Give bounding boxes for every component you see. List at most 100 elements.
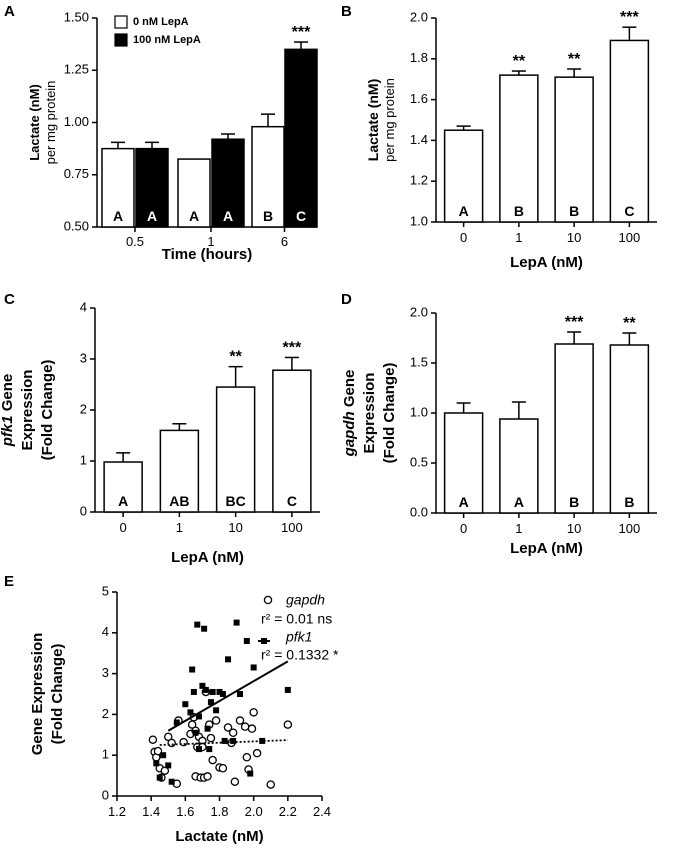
data-point-gapdh — [247, 724, 257, 733]
significance-label: ** — [623, 315, 636, 332]
data-point-pfk1 — [202, 686, 209, 693]
data-point-gapdh — [218, 764, 228, 773]
x-tick-label: 1 — [207, 234, 214, 249]
data-point-pfk1 — [233, 619, 240, 626]
y-tick-label: 0 — [80, 503, 87, 518]
bar — [499, 74, 539, 223]
significance-label: *** — [620, 9, 639, 26]
data-point-pfk1 — [216, 688, 223, 695]
y-tick-label: 1.2 — [410, 173, 428, 188]
bar — [159, 429, 200, 513]
data-point-gapdh — [228, 728, 238, 738]
y-axis-title: pfk1 Gene Expression (Fold Change) — [0, 360, 56, 461]
bar — [177, 158, 211, 228]
y-axis-title-line2: per mg protein — [382, 78, 397, 162]
x-tick-label: 0 — [460, 230, 467, 245]
data-point-pfk1 — [247, 770, 254, 777]
bar-letter-label: B — [263, 208, 273, 224]
y-tick-label: 1.8 — [410, 50, 428, 65]
x-tick-label: 2.4 — [313, 804, 331, 819]
panel-e: E 0 1 2 3 4 5 1.2 1.4 1.6 1.8 2.0 2.2 2.4 Gene Express… — [4, 573, 339, 845]
bar — [609, 39, 650, 223]
legend-swatch — [114, 33, 128, 47]
x-tick-label: 10 — [567, 230, 581, 245]
y-axis-title: Gene Expression (Fold Change) — [29, 633, 66, 756]
y-tick-label: 2.0 — [410, 304, 428, 319]
bar-letter-label: A — [514, 494, 524, 510]
legend-label: 0 nM LepA — [133, 16, 189, 28]
y-tick-label: 0.50 — [64, 218, 89, 233]
x-axis-title: LepA (nM) — [510, 254, 583, 271]
significance-label: ** — [229, 349, 242, 366]
data-point-pfk1 — [194, 621, 201, 628]
x-tick-label: 1 — [176, 520, 183, 535]
data-point-pfk1 — [189, 666, 196, 673]
panel-label: B — [341, 3, 352, 20]
significance-label: *** — [283, 339, 302, 356]
y-tick-label: 1.5 — [410, 354, 428, 369]
panel-d: D 0.0 0.5 1.0 1.5 2.0 A 0 A 1 B *** 10 B ** 100 gapdh Ge… — [341, 291, 657, 557]
data-point-pfk1 — [207, 699, 214, 706]
y-tick-label: 1.50 — [64, 9, 89, 24]
data-point-pfk1 — [192, 729, 199, 736]
x-tick-label: 0 — [120, 520, 127, 535]
bar-letter-label: B — [569, 203, 579, 219]
panel-label: D — [341, 291, 352, 308]
data-point-gapdh — [230, 777, 240, 786]
bar-letter-label: C — [296, 208, 306, 224]
data-point-pfk1 — [199, 682, 206, 689]
bar — [443, 129, 484, 223]
data-point-pfk1 — [237, 691, 243, 697]
bar — [609, 344, 650, 514]
x-tick-label: 2.2 — [279, 804, 297, 819]
y-tick-label: 0.0 — [410, 504, 428, 519]
data-point-gapdh — [249, 708, 258, 717]
bar-letter-label: C — [287, 493, 297, 509]
y-axis-title-line2: per mg protein — [43, 81, 58, 165]
y-axis-title: Lactate (nM)per mg protein — [365, 78, 397, 162]
y-axis-title-italic: pfk1 — [0, 415, 16, 447]
panel-label: E — [4, 573, 14, 590]
bar-letter-label: B — [624, 494, 634, 510]
y-tick-label: 1.0 — [410, 404, 428, 419]
significance-label: ** — [513, 53, 526, 70]
y-tick-label: 5 — [102, 583, 109, 598]
panel-label: C — [4, 291, 15, 308]
data-point-pfk1 — [206, 746, 213, 753]
y-axis-title-line1: Lactate (nM) — [365, 79, 381, 161]
data-point-pfk1 — [209, 688, 216, 695]
data-point-gapdh — [160, 766, 170, 775]
data-point-pfk1 — [259, 737, 266, 744]
significance-label: ** — [568, 51, 581, 68]
legend-label-pfk1: pfk1 — [285, 629, 312, 645]
y-tick-label: 0 — [102, 787, 109, 802]
bar — [284, 48, 318, 228]
x-tick-label: 100 — [619, 230, 641, 245]
data-point-pfk1 — [173, 719, 180, 726]
x-tick-label: 1.4 — [142, 804, 160, 819]
y-tick-label: 1 — [80, 452, 87, 467]
bar-letter-label: AB — [169, 493, 189, 509]
x-axis-title: Lactate (nM) — [175, 828, 263, 845]
x-tick-label: 100 — [281, 520, 303, 535]
data-point-pfk1 — [230, 737, 237, 744]
y-tick-label: 4 — [102, 624, 109, 639]
bar-letter-label: B — [569, 494, 579, 510]
legend-label-gapdh: gapdh — [286, 592, 325, 608]
x-tick-label: 0.5 — [126, 234, 144, 249]
data-point-gapdh — [252, 748, 262, 758]
y-tick-label: 2 — [80, 401, 87, 416]
y-axis-title-line3: (Fold Change) — [39, 360, 56, 461]
x-tick-label: 100 — [619, 521, 641, 536]
data-point-pfk1 — [153, 760, 160, 767]
y-tick-label: 3 — [102, 665, 109, 680]
legend-stat-pfk1: r² = 0.1332 * — [261, 647, 339, 663]
x-tick-label: 10 — [228, 520, 242, 535]
y-axis-title-line1: Lactate (nM) — [27, 84, 42, 161]
y-tick-label: 4 — [80, 299, 87, 314]
y-axis-title-line2: (Fold Change) — [49, 644, 66, 745]
panel-label: A — [4, 3, 15, 20]
x-tick-label: 1.6 — [176, 804, 194, 819]
data-point-gapdh — [153, 746, 163, 756]
